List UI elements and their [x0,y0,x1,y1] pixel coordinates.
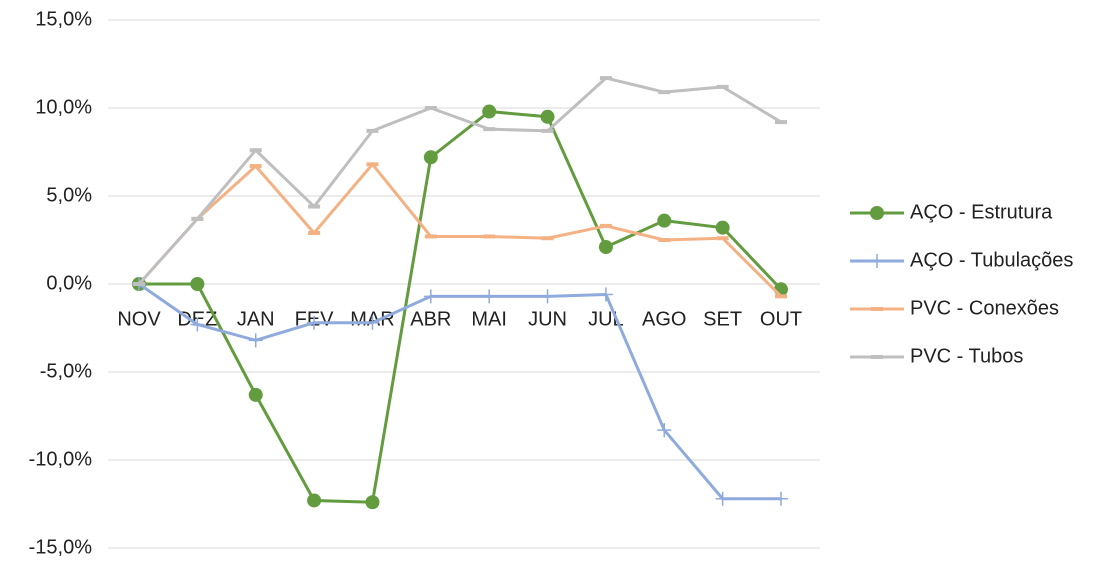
marker [774,491,788,506]
x-tick-label: AGO [642,308,686,330]
marker [715,220,730,235]
x-tick-label: NOV [117,308,161,330]
y-tick-label: -15,0% [29,536,93,558]
marker [365,495,380,510]
marker [423,150,438,165]
y-tick-label: -10,0% [29,448,93,470]
y-tick-label: 10,0% [35,96,92,118]
legend-marker [870,206,884,220]
marker [190,277,205,291]
marker [482,104,497,119]
x-tick-label: SET [703,308,742,330]
legend-label: PVC - Conexões [910,297,1059,319]
marker [423,289,438,304]
marker [598,240,613,255]
x-tick-label: JAN [237,308,275,330]
legend-label: AÇO - Tubulações [910,249,1073,271]
marker [365,315,380,330]
x-tick-label: JUN [528,308,567,330]
series-line [138,282,781,501]
marker [540,289,555,304]
legend-label: PVC - Tubos [910,345,1023,367]
marker [540,109,555,124]
marker [657,213,672,228]
x-tick-label: ABR [410,308,451,330]
legend-label: AÇO - Estrutura [910,201,1053,223]
series-line [139,110,783,504]
marker [190,317,205,332]
marker [657,423,672,438]
marker [307,315,322,330]
marker [715,491,730,506]
marker [598,287,613,302]
y-tick-label: 0,0% [46,272,92,294]
marker [307,493,322,508]
marker [248,333,263,348]
marker [248,387,263,402]
marker [774,282,788,297]
marker [482,289,497,304]
x-tick-label: MAI [471,308,507,330]
series-line [137,76,782,286]
legend-marker [870,254,884,268]
y-tick-label: -5,0% [40,360,92,382]
x-tick-label: OUT [760,308,802,330]
y-tick-label: 5,0% [46,184,92,206]
series-line [137,162,783,298]
y-tick-label: 15,0% [35,8,92,30]
